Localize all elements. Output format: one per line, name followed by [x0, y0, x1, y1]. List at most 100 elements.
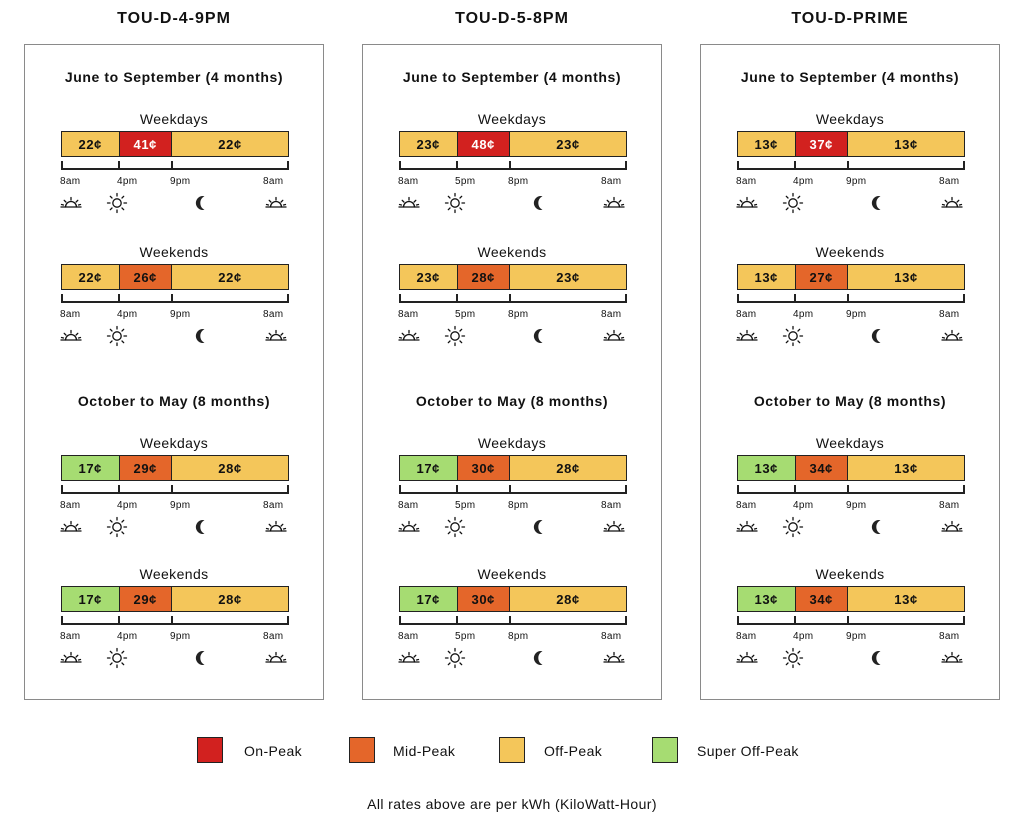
time-label: 8am: [736, 500, 757, 511]
legend-swatch-super-off-peak: [652, 737, 678, 763]
timeline-tick: [737, 485, 739, 494]
time-label: 8pm: [508, 500, 529, 511]
rate-bar: 17¢ 30¢ 28¢: [399, 455, 627, 481]
time-label: 8am: [60, 500, 81, 511]
timeline-line: [399, 623, 627, 625]
timeline-tick: [287, 294, 289, 303]
season-title: June to September (4 months): [740, 69, 960, 85]
sunrise-icon: [602, 516, 626, 538]
time-label: 5pm: [455, 309, 476, 320]
moon-icon: [866, 325, 890, 347]
plan-title: TOU-D-4-9PM: [117, 10, 231, 27]
moon-icon: [866, 647, 890, 669]
sunrise-icon: [602, 325, 626, 347]
rate-segment-off-peak: 13¢: [847, 132, 965, 156]
rate-segment-on-peak: 37¢: [794, 132, 848, 156]
timeline-line: [399, 168, 627, 170]
plan-panel: June to September (4 months) Weekdays 13¢ 3…: [700, 44, 1000, 700]
timeline-tick: [61, 485, 63, 494]
timeline-line: [737, 492, 965, 494]
season-title: June to September (4 months): [402, 69, 622, 85]
time-label: 8am: [939, 500, 960, 511]
timeline-axis: [61, 616, 289, 628]
timeline-tick: [847, 485, 849, 494]
time-label: 9pm: [846, 176, 867, 187]
rate-segment-on-peak: 41¢: [118, 132, 172, 156]
timeline-line: [737, 301, 965, 303]
timeline-tick: [287, 616, 289, 625]
rate-segment-mid-peak: 30¢: [456, 456, 510, 480]
timeline-tick: [737, 161, 739, 170]
time-label: 8am: [939, 176, 960, 187]
footnote: All rates above are per kWh (KiloWatt-Ho…: [367, 796, 657, 812]
sun-icon: [105, 647, 129, 669]
day-type-label: Weekdays: [139, 435, 209, 451]
timeline-line: [399, 301, 627, 303]
rate-segment-off-peak: 23¢: [400, 132, 457, 156]
timeline-tick: [118, 616, 120, 625]
legend-swatch-off-peak: [499, 737, 525, 763]
sunrise-icon: [602, 192, 626, 214]
time-label: 5pm: [455, 500, 476, 511]
sun-icon: [443, 325, 467, 347]
timeline-line: [737, 623, 965, 625]
timeline-axis: [61, 161, 289, 173]
day-schedule: Weekdays 17¢ 30¢ 28¢ 8am 5pm 8pm 8am: [363, 435, 661, 545]
day-schedule: Weekends 17¢ 29¢ 28¢ 8am 4pm 9pm 8am: [25, 566, 323, 676]
sun-icon: [443, 647, 467, 669]
timeline-tick: [625, 616, 627, 625]
time-label: 8am: [398, 500, 419, 511]
sunrise-icon: [735, 325, 759, 347]
sun-icon: [781, 516, 805, 538]
time-label: 8pm: [508, 309, 529, 320]
time-label: 4pm: [793, 309, 814, 320]
rate-segment-off-peak: 13¢: [847, 265, 965, 289]
timeline-tick: [963, 485, 965, 494]
sunrise-icon: [940, 192, 964, 214]
timeline-tick: [399, 161, 401, 170]
rate-bar: 17¢ 29¢ 28¢: [61, 586, 289, 612]
sunrise-icon: [59, 192, 83, 214]
sunrise-icon: [397, 516, 421, 538]
time-label: 8am: [601, 176, 622, 187]
time-label: 4pm: [793, 500, 814, 511]
plan-title: TOU-D-PRIME: [791, 10, 909, 27]
rate-bar: 13¢ 34¢ 13¢: [737, 455, 965, 481]
timeline-tick: [171, 485, 173, 494]
season-title: June to September (4 months): [64, 69, 284, 85]
time-label: 5pm: [455, 631, 476, 642]
rate-segment-off-peak: 28¢: [171, 587, 289, 611]
timeline-tick: [737, 294, 739, 303]
legend-label: Mid-Peak: [393, 743, 456, 759]
time-label: 8pm: [508, 631, 529, 642]
sunrise-icon: [264, 325, 288, 347]
timeline-axis: [61, 294, 289, 306]
moon-icon: [866, 516, 890, 538]
timeline-tick: [171, 616, 173, 625]
plan-panel: June to September (4 months) Weekdays 22¢ 4…: [24, 44, 324, 700]
day-schedule: Weekends 23¢ 28¢ 23¢ 8am 5pm 8pm 8am: [363, 244, 661, 354]
timeline-tick: [794, 161, 796, 170]
timeline-tick: [625, 485, 627, 494]
rate-bar: 13¢ 37¢ 13¢: [737, 131, 965, 157]
sun-icon: [443, 516, 467, 538]
sunrise-icon: [940, 647, 964, 669]
timeline-axis: [737, 294, 965, 306]
sunrise-icon: [59, 325, 83, 347]
time-label: 9pm: [846, 631, 867, 642]
day-type-label: Weekends: [477, 566, 547, 582]
sunrise-icon: [59, 647, 83, 669]
timeline-axis: [399, 485, 627, 497]
moon-icon: [528, 516, 552, 538]
day-type-label: Weekdays: [477, 435, 547, 451]
rate-segment-super-off-peak: 17¢: [62, 456, 119, 480]
day-type-label: Weekends: [139, 566, 209, 582]
rate-segment-super-off-peak: 13¢: [738, 456, 795, 480]
sun-icon: [105, 325, 129, 347]
moon-icon: [190, 647, 214, 669]
plan-panel: June to September (4 months) Weekdays 23¢ 4…: [362, 44, 662, 700]
time-label: 9pm: [170, 176, 191, 187]
time-label: 4pm: [117, 631, 138, 642]
timeline-tick: [847, 616, 849, 625]
sunrise-icon: [264, 192, 288, 214]
